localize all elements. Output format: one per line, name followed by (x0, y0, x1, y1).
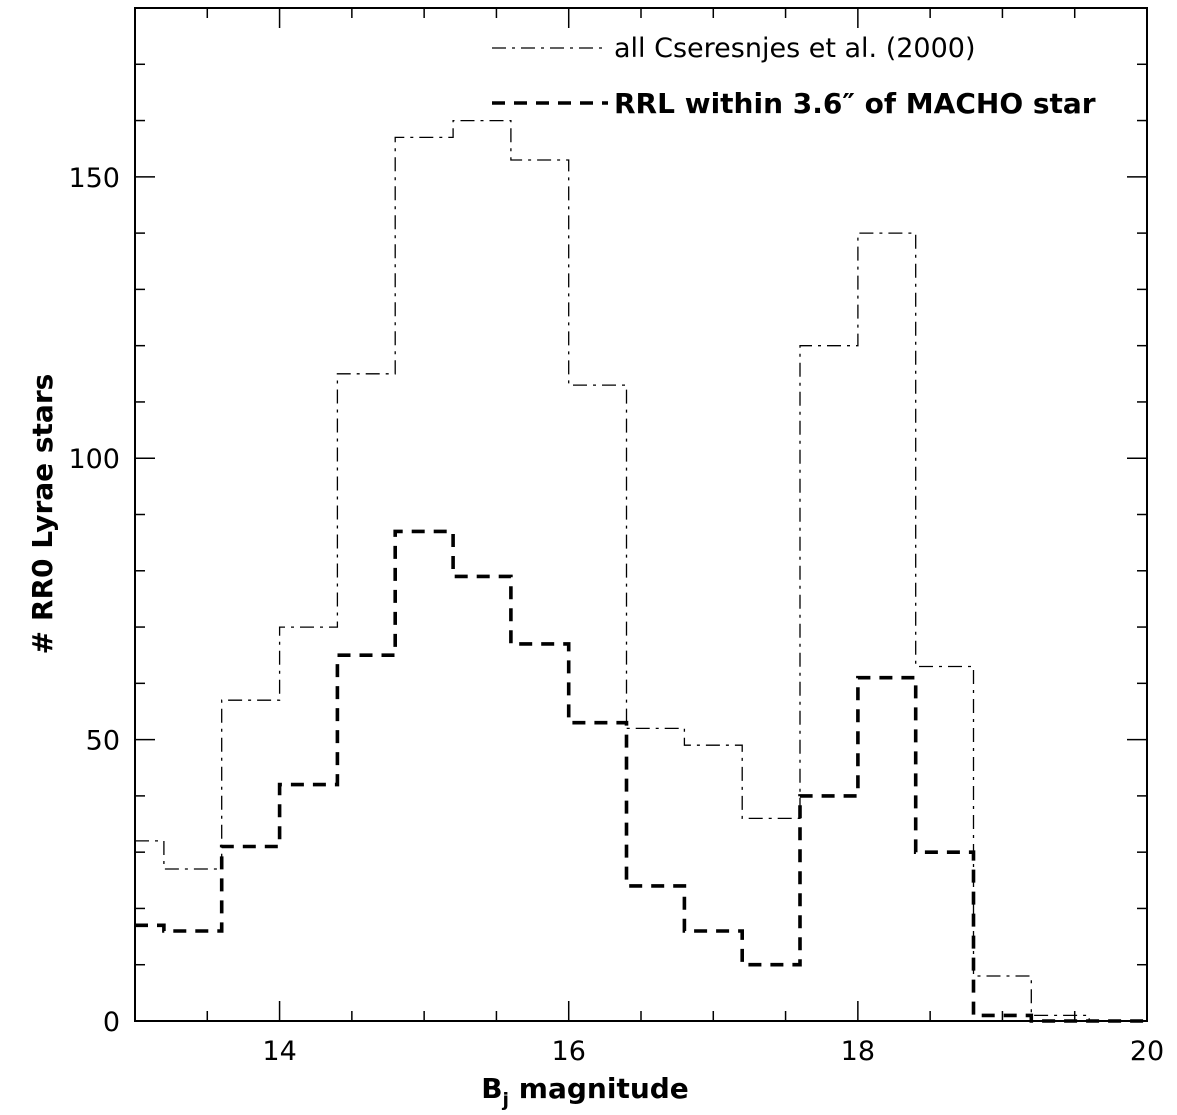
x-axis-title: Bj magnitude (481, 1072, 689, 1111)
legend-label-rrl-within: RRL within 3.6″ of MACHO star (614, 87, 1096, 120)
x-axis-title-main: B (481, 1072, 502, 1105)
axis-ticks (134, 7, 1148, 1022)
y-tick-label: 100 (68, 444, 120, 475)
y-axis-title: # RR0 Lyrae stars (26, 374, 59, 655)
y-tick-label: 0 (103, 1007, 120, 1038)
x-tick-label: 20 (1130, 1036, 1164, 1067)
x-tick-label: 18 (841, 1036, 875, 1067)
legend-label-all-cseresnjes: all Cseresnjes et al. (2000) (614, 33, 976, 64)
x-tick-label: 14 (262, 1036, 296, 1067)
series-line-1 (135, 529, 1147, 1023)
y-tick-label: 150 (68, 163, 120, 194)
series-line-0 (135, 119, 1147, 1022)
series-layer (135, 119, 1147, 1023)
x-tick-label: 16 (552, 1036, 586, 1067)
x-axis-title-rest: magnitude (509, 1072, 689, 1105)
legend: all Cseresnjes et al. (2000) RRL within … (492, 33, 1096, 120)
x-axis-title-subscript: j (502, 1089, 510, 1111)
tick-labels: 14 16 18 20 0 50 100 150 (68, 163, 1164, 1067)
y-tick-label: 50 (86, 726, 120, 757)
plot-frame (134, 7, 1148, 1022)
